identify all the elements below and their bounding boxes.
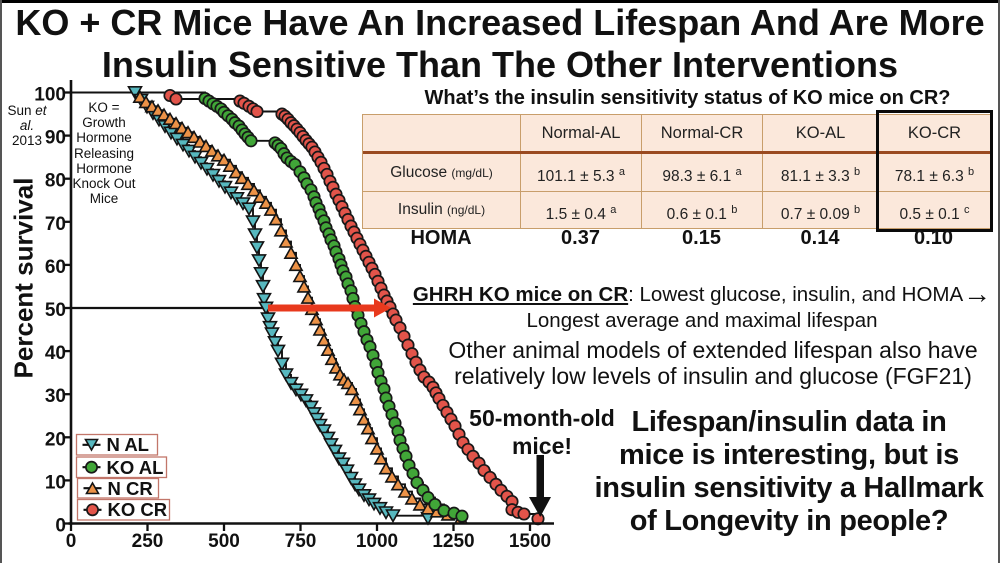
svg-text:50: 50 [45,300,66,321]
svg-text:90: 90 [45,128,66,149]
svg-text:750: 750 [285,531,317,552]
svg-text:100: 100 [34,85,66,106]
svg-text:1000: 1000 [356,531,398,552]
svg-text:1250: 1250 [432,531,474,552]
svg-text:250: 250 [132,531,164,552]
svg-text:30: 30 [45,386,66,407]
svg-text:20: 20 [45,429,66,450]
svg-text:40: 40 [45,343,66,364]
svg-text:1500: 1500 [509,531,551,552]
svg-text:0: 0 [55,516,66,537]
svg-text:N AL: N AL [107,434,149,455]
svg-text:70: 70 [45,214,66,235]
svg-text:KO CR: KO CR [108,499,168,520]
svg-text:KO AL: KO AL [107,457,164,478]
svg-text:0: 0 [66,531,77,552]
svg-text:10: 10 [45,472,66,493]
svg-text:Percent survival: Percent survival [9,178,39,379]
svg-text:60: 60 [45,257,66,278]
svg-text:500: 500 [208,531,240,552]
svg-text:80: 80 [45,171,66,192]
svg-text:N CR: N CR [108,478,153,499]
